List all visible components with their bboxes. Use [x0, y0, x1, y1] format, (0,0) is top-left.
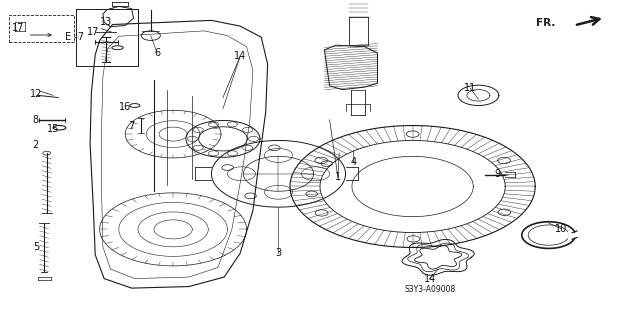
Text: 9: 9: [495, 169, 500, 179]
Text: 8: 8: [33, 115, 39, 125]
Text: 15: 15: [47, 124, 60, 134]
Bar: [9, 15, 74, 42]
Text: 11: 11: [464, 83, 476, 93]
Text: 10: 10: [556, 224, 568, 234]
Text: 14: 14: [234, 51, 246, 61]
Text: 7: 7: [129, 121, 135, 131]
Text: 5: 5: [33, 242, 39, 252]
Text: 3: 3: [275, 248, 282, 258]
Text: 6: 6: [154, 48, 160, 58]
Text: 4: 4: [350, 157, 356, 167]
Text: 17: 17: [12, 23, 25, 33]
Text: 12: 12: [29, 89, 42, 100]
Text: 17: 17: [87, 27, 99, 37]
Text: S3Y3-A09008: S3Y3-A09008: [404, 285, 456, 293]
Text: FR.: FR.: [536, 18, 555, 28]
Text: 14: 14: [424, 274, 436, 284]
Text: E -7: E -7: [65, 32, 84, 42]
Bar: [76, 9, 138, 66]
Text: 16: 16: [119, 102, 131, 112]
Text: 1: 1: [335, 172, 341, 182]
Text: 2: 2: [33, 140, 39, 150]
Text: 13: 13: [100, 17, 112, 27]
